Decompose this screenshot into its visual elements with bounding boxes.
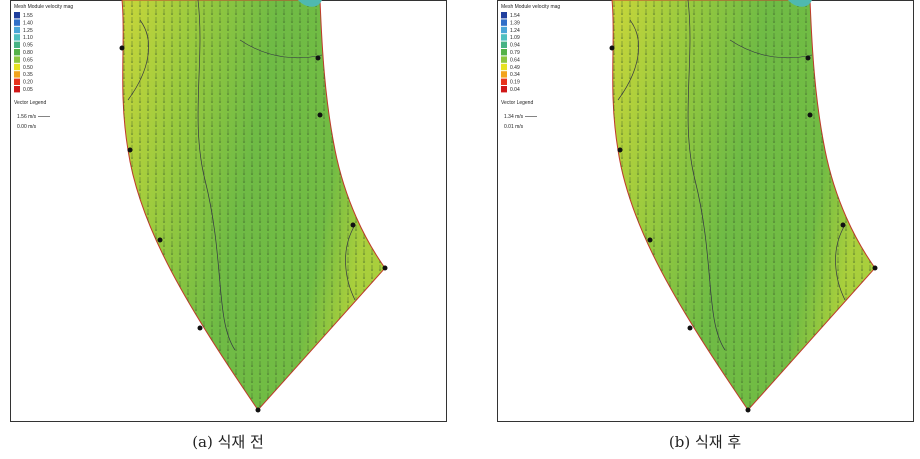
boundary-node: [198, 326, 203, 331]
legend-value: 0.20: [23, 80, 33, 86]
legend-swatch: [14, 42, 20, 48]
legend-swatch: [501, 49, 507, 55]
vector-legend-title: Vector Legend: [501, 100, 533, 106]
boundary-node: [351, 223, 356, 228]
legend-value: 0.49: [510, 65, 520, 71]
legend-value: 1.24: [510, 28, 520, 34]
boundary-node: [688, 326, 693, 331]
legend-swatch: [14, 79, 20, 85]
boundary-node: [610, 46, 615, 51]
legend-value: 0.34: [510, 72, 520, 78]
legend-value: 1.09: [510, 35, 520, 41]
legend-swatch: [14, 12, 20, 18]
legend-swatch: [501, 34, 507, 40]
legend-value: 1.39: [510, 20, 520, 26]
panel: Mesh Module velocity mag 1.541.39 1.241.09…: [498, 0, 914, 451]
vector-max: 1.34 m/s: [504, 114, 524, 120]
boundary-node: [648, 238, 653, 243]
legend-value: 1.40: [23, 20, 33, 26]
legend-swatch: [14, 34, 20, 40]
page: {"panels": [ {"legend": {"title": "Mesh …: [0, 0, 920, 459]
legend-value: 1.55: [23, 13, 33, 19]
legend-value: 0.65: [23, 57, 33, 63]
boundary-node: [128, 148, 133, 153]
caption: (b) 식재 후: [669, 433, 741, 451]
boundary-node: [158, 238, 163, 243]
boundary-node: [873, 266, 878, 271]
legend-value: 1.10: [23, 35, 33, 41]
legend-swatch: [14, 86, 20, 92]
legend-swatch: [501, 42, 507, 48]
legend-swatch: [14, 56, 20, 62]
legend-title: Mesh Module velocity mag: [14, 4, 73, 10]
boundary-node: [806, 56, 811, 61]
vector-legend-title: Vector Legend: [14, 100, 46, 106]
legend-value: 0.80: [23, 50, 33, 56]
boundary-node: [746, 408, 751, 413]
legend-swatch: [14, 27, 20, 33]
legend-swatch: [14, 71, 20, 77]
legend-swatch: [14, 64, 20, 70]
legend-swatch: [501, 79, 507, 85]
legend-swatch: [501, 19, 507, 25]
boundary-node: [316, 56, 321, 61]
boundary-node: [256, 408, 261, 413]
legend-swatch: [501, 56, 507, 62]
legend-value: 0.94: [510, 43, 520, 49]
boundary-node: [841, 223, 846, 228]
vector-max: 1.56 m/s: [17, 114, 37, 120]
caption: (a) 식재 전: [192, 433, 264, 451]
legend-swatch: [501, 86, 507, 92]
legend-value: 0.35: [23, 72, 33, 78]
vector-min: 0.01 m/s: [504, 124, 524, 130]
legend-value: 0.95: [23, 43, 33, 49]
boundary-node: [808, 113, 813, 118]
legend-value: 0.04: [510, 87, 520, 93]
legend-value: 1.54: [510, 13, 520, 19]
legend-swatch: [501, 64, 507, 70]
panel: Mesh Module velocity mag 1.551.40 1.251.10…: [11, 0, 447, 451]
legend-swatch: [501, 12, 507, 18]
boundary-node: [383, 266, 388, 271]
legend-value: 0.05: [23, 87, 33, 93]
legend-swatch: [501, 27, 507, 33]
legend-swatch: [14, 49, 20, 55]
legend-value: 0.19: [510, 80, 520, 86]
figure: Mesh Module velocity mag 1.551.40 1.251.10…: [0, 0, 920, 459]
boundary-node: [120, 46, 125, 51]
vector-min: 0.00 m/s: [17, 124, 37, 130]
legend-value: 1.25: [23, 28, 33, 34]
legend-value: 0.64: [510, 57, 520, 63]
legend-swatch: [14, 19, 20, 25]
boundary-node: [318, 113, 323, 118]
legend-swatch: [501, 71, 507, 77]
legend-value: 0.50: [23, 65, 33, 71]
boundary-node: [618, 148, 623, 153]
legend-value: 0.79: [510, 50, 520, 56]
legend-title: Mesh Module velocity mag: [501, 4, 560, 10]
